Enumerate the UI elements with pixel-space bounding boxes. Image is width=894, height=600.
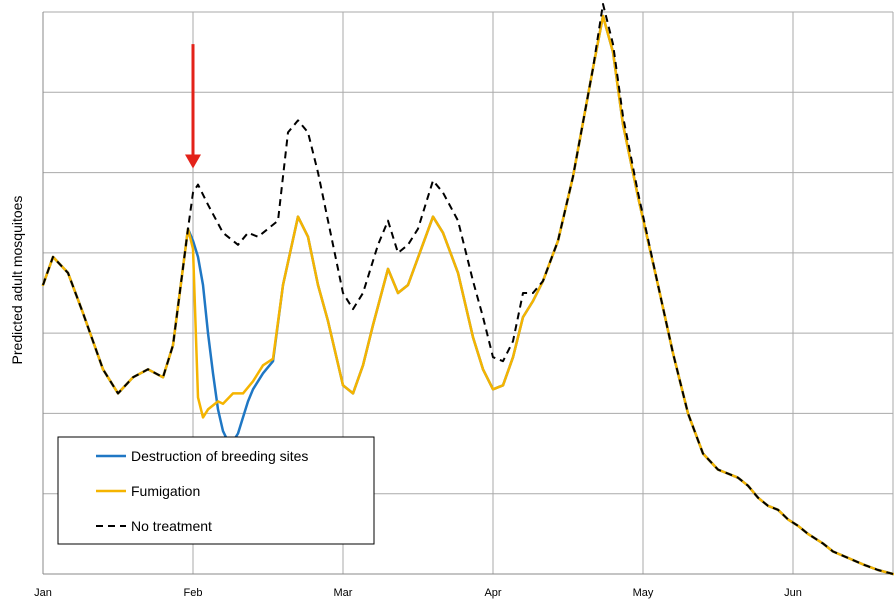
legend: Destruction of breeding sites Fumigation N… <box>57 436 375 545</box>
x-tick-label: Mar <box>334 587 353 599</box>
series-layer <box>41 3 894 576</box>
x-tick-label: May <box>633 587 654 599</box>
legend-label-no-treatment: No treatment <box>131 518 212 534</box>
annotation-layer <box>185 44 201 169</box>
legend-label-destruction-of-breeding-sites: Destruction of breeding sites <box>131 448 308 464</box>
series-line-no-treatment <box>42 3 894 575</box>
legend-label-fumigation: Fumigation <box>131 483 200 499</box>
x-tick-label: Feb <box>184 587 203 599</box>
x-axis-ticks: Jan Feb Mar Apr May Jun <box>34 587 802 599</box>
x-tick-label: Apr <box>484 587 501 599</box>
arrow-head <box>185 154 201 169</box>
x-tick-label: Jan <box>34 587 52 599</box>
y-axis-label: Predicted adult mosquitoes <box>9 196 25 365</box>
x-tick-label: Jun <box>784 587 802 599</box>
grid <box>42 11 894 575</box>
